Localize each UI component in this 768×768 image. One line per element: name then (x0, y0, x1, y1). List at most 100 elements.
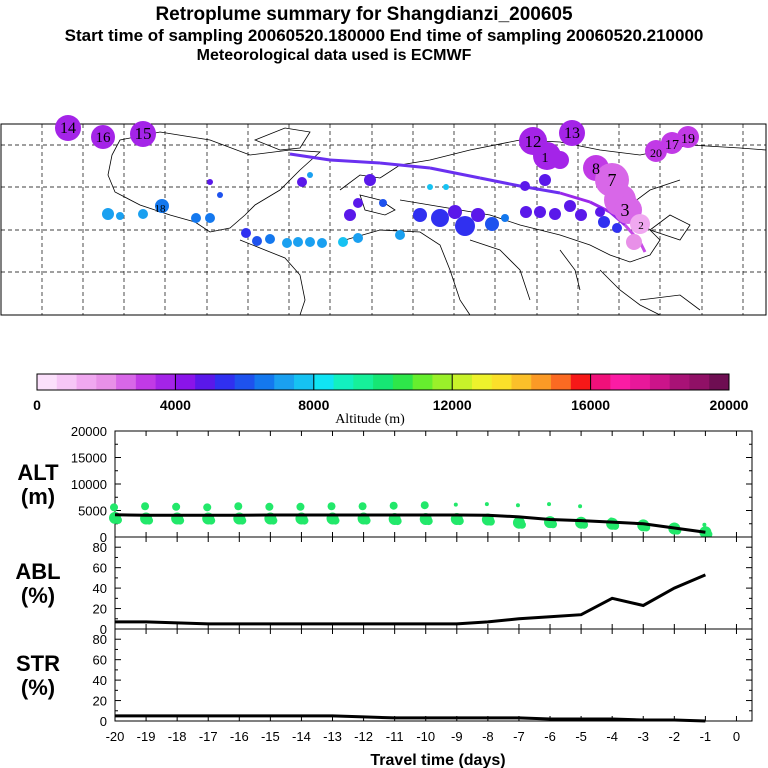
trajectory-point (413, 208, 427, 222)
alt-point-upper (234, 502, 243, 511)
trajectory-segment (329, 158, 381, 165)
colorbar-cell (155, 374, 176, 390)
trajectory-point (626, 234, 642, 250)
alt-point (145, 516, 154, 525)
x-tick-label: -9 (451, 729, 463, 744)
colorbar-tick-label: 12000 (433, 397, 472, 413)
trajectory-point (265, 234, 275, 244)
x-tick-label: -15 (261, 729, 280, 744)
x-tick-label: -8 (482, 729, 494, 744)
colorbar-cell (392, 374, 414, 390)
trajectory-point (575, 209, 587, 221)
panel-ylabel: ABL (15, 559, 60, 584)
x-tick-label: -11 (386, 729, 404, 744)
panel-alt: 0 5000 10000 15000 20000 ALT(m) (17, 424, 753, 545)
colorbar-cell (570, 374, 592, 390)
colorbar-cell (630, 374, 651, 390)
alt-point-upper (420, 501, 429, 510)
trajectory-points (55, 115, 699, 250)
trajectory-point (364, 174, 376, 186)
alt-mean-line (114, 513, 706, 534)
colorbar: 0 4000 8000 12000 16000 20000 Altitude (m) (33, 373, 749, 427)
alt-point-upper (141, 502, 150, 511)
colorbar-tick-label: 16000 (571, 397, 610, 413)
trajectory-point (217, 192, 223, 198)
trajectory-point (549, 208, 561, 220)
colorbar-cells (37, 374, 730, 390)
trajectory-point (539, 174, 551, 186)
alt-point-upper (110, 503, 118, 512)
chart-title: Retroplume summary for Shangdianzi_20060… (155, 4, 573, 25)
trajectory-point (379, 199, 387, 207)
trajectory-point (395, 230, 405, 240)
x-tick-label: -12 (354, 729, 373, 744)
panel-frame (114, 536, 753, 630)
trajectory-point (241, 228, 251, 238)
y-tick-label: 80 (93, 540, 107, 555)
colorbar-cell (531, 374, 552, 390)
colorbar-cell (294, 374, 315, 390)
trajectory-point (559, 120, 585, 146)
trajectory-point (485, 217, 499, 231)
x-tick-label: -18 (168, 729, 187, 744)
trajectory-point (130, 121, 156, 147)
panel-ylabel-unit: (%) (21, 675, 55, 700)
colorbar-cell (254, 374, 275, 390)
trajectory-point (116, 212, 124, 220)
alt-point (269, 516, 278, 525)
map-label: 8 (592, 161, 600, 178)
x-tick-label: -2 (669, 729, 681, 744)
trajectory-point (155, 199, 169, 213)
x-tick-label: -3 (637, 729, 649, 744)
colorbar-cell (333, 374, 354, 390)
trajectory-point (317, 238, 327, 248)
colorbar-tick-label: 4000 (160, 397, 191, 413)
panel-frame (114, 628, 753, 722)
map-label: 3 (621, 200, 630, 220)
alt-point (176, 516, 185, 525)
trajectory-point (252, 236, 262, 246)
abl-line (115, 573, 706, 626)
alt-point (580, 520, 589, 529)
x-tick-label: -1 (700, 729, 712, 744)
x-tick-label: -6 (544, 729, 556, 744)
map-label: 7 (608, 170, 617, 190)
colorbar-cell (432, 374, 453, 390)
y-tick-label: 20000 (71, 424, 107, 439)
trajectory-segment (379, 161, 431, 170)
trajectory-segment (429, 166, 481, 180)
y-tick-label: 0 (100, 714, 107, 729)
x-tick-label: -16 (230, 729, 249, 744)
alt-point-upper (453, 502, 458, 507)
colorbar-cell (96, 374, 117, 390)
trajectory-point (520, 206, 532, 218)
map-label: 2 (638, 220, 644, 232)
alt-point (549, 520, 558, 529)
trajectory-point (55, 115, 81, 141)
y-tick-label: 0 (100, 622, 107, 637)
alt-point-upper (484, 502, 489, 507)
y-tick-label: 15000 (71, 451, 107, 466)
trajectory-point (677, 126, 699, 148)
trajectory-point (564, 200, 576, 212)
colorbar-cell (234, 374, 255, 390)
alt-point-upper (515, 503, 520, 508)
alt-point-upper (609, 517, 614, 522)
y-tick-label: 60 (93, 561, 107, 576)
y-tick-label: 20 (93, 694, 107, 709)
alt-point (362, 516, 371, 525)
trajectory-point (534, 206, 546, 218)
colorbar-cell (511, 374, 532, 390)
map-label: 17 (665, 138, 679, 153)
colorbar-cell (551, 374, 572, 390)
trajectory-point (443, 184, 449, 190)
trajectory-point (353, 233, 363, 243)
alt-point-upper (265, 502, 274, 511)
trajectory-point (630, 214, 650, 234)
trajectory-point (612, 223, 622, 233)
trajectory-point (338, 237, 348, 247)
trajectory-point (471, 208, 485, 222)
colorbar-cell (412, 374, 433, 390)
